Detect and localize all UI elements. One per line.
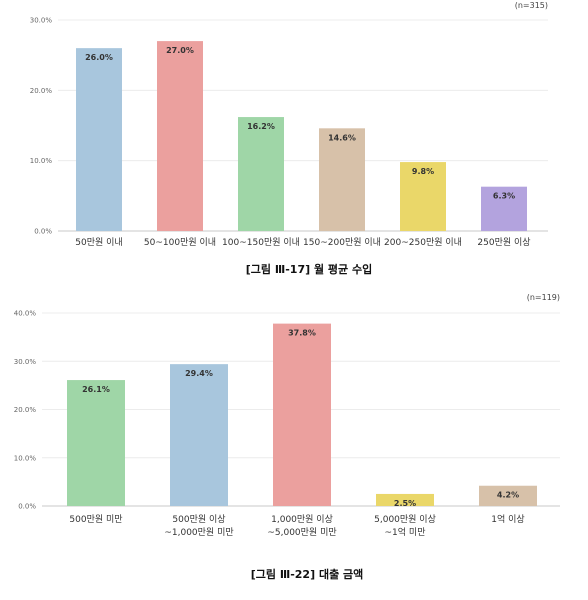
sample-size-note: (n=315) (515, 1, 548, 10)
data-label: 4.2% (497, 491, 519, 500)
data-label: 2.5% (394, 499, 416, 508)
chart-loan-amount: 0.0% 10.0% 20.0% 30.0% 40.0% (n=119) 26.1% 500만… (14, 293, 560, 581)
y-tick-label: 30.0% (30, 17, 53, 25)
data-label: 26.0% (85, 53, 113, 62)
chart-title: [그림 Ⅲ-17] 월 평균 수입 (246, 262, 372, 276)
x-tick-label: 200~250만원 이내 (384, 237, 462, 248)
bar (376, 493, 434, 506)
x-tick-label: 150~200만원 이내 (303, 237, 381, 248)
bar (400, 162, 446, 231)
data-label: 37.8% (288, 329, 316, 338)
sample-size-note: (n=119) (527, 293, 560, 302)
x-tick-label: 1,000만원 이상 ~5,000만원 미만 (267, 514, 336, 538)
bar (170, 364, 228, 506)
data-label: 27.0% (166, 46, 194, 55)
x-tick-label: 5,000만원 이상 ~1억 미만 (374, 514, 436, 538)
x-tick-label: 1억 이상 (491, 513, 524, 525)
bar (238, 117, 284, 231)
data-label: 29.4% (185, 369, 213, 378)
x-tick-label: 100~150만원 이내 (222, 237, 300, 248)
bar (481, 186, 527, 231)
y-tick-label: 20.0% (30, 87, 53, 95)
chart-monthly-income: 0.0% 10.0% 20.0% 30.0% (n=315) 26.0% 50만원 이내 27… (30, 1, 548, 276)
data-label: 16.2% (247, 122, 275, 131)
data-label: 6.3% (493, 192, 515, 201)
y-tick-label: 0.0% (18, 503, 36, 511)
x-tick-label: 500만원 미만 (69, 514, 122, 525)
bar (273, 323, 331, 506)
y-tick-label: 10.0% (14, 454, 37, 462)
data-label: 9.8% (412, 167, 434, 176)
y-tick-label: 10.0% (30, 157, 53, 165)
x-tick-label: 250만원 이상 (477, 237, 530, 248)
data-label: 26.1% (82, 385, 110, 394)
y-tick-label: 20.0% (14, 406, 37, 414)
x-tick-label: 50만원 이내 (75, 237, 122, 248)
x-tick-label: 500만원 이상 ~1,000만원 미만 (164, 514, 233, 538)
bar (479, 485, 537, 506)
data-label: 14.6% (328, 133, 356, 142)
bar (67, 380, 125, 506)
bar (157, 41, 203, 231)
y-tick-label: 30.0% (14, 358, 37, 366)
x-tick-label: 50~100만원 이내 (144, 237, 216, 248)
bar (76, 48, 122, 232)
y-tick-label: 40.0% (14, 310, 37, 318)
bar (319, 128, 365, 231)
chart-title: [그림 Ⅲ-22] 대출 금액 (251, 567, 364, 581)
y-tick-label: 0.0% (34, 228, 52, 236)
